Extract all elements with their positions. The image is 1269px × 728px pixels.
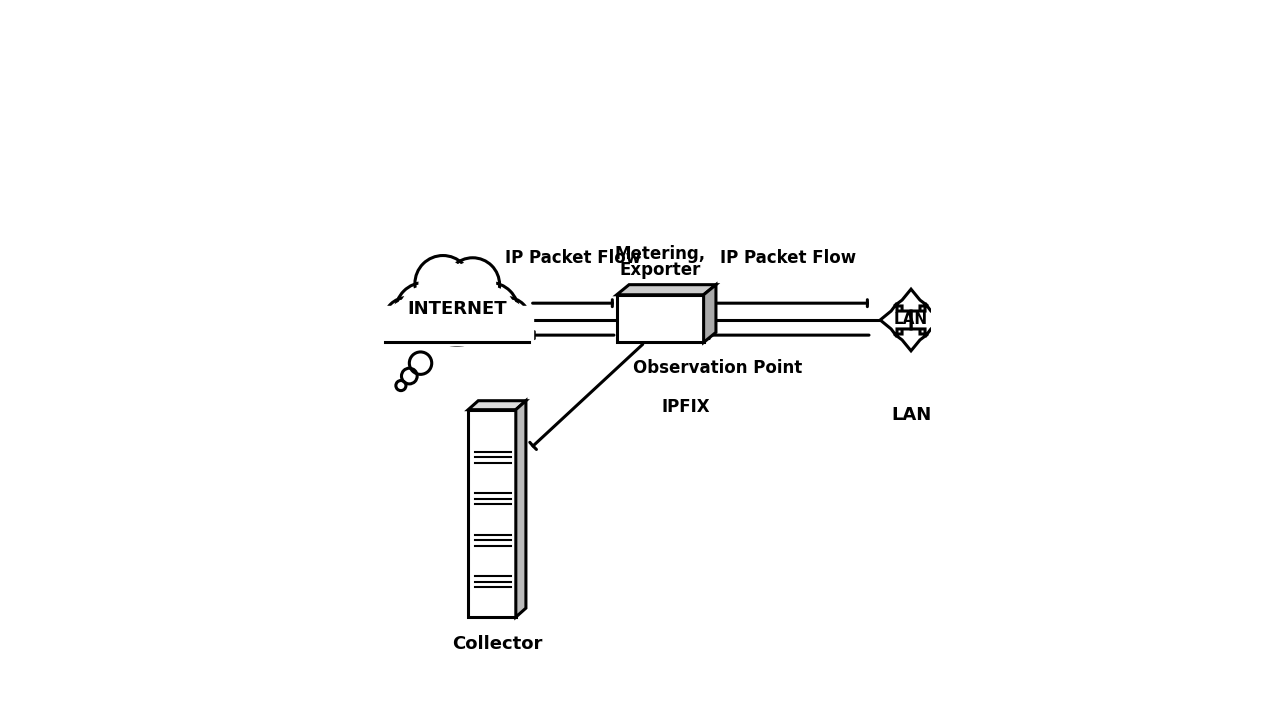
Circle shape bbox=[415, 256, 471, 312]
Circle shape bbox=[424, 272, 490, 339]
Circle shape bbox=[410, 352, 431, 374]
Circle shape bbox=[419, 260, 467, 307]
Polygon shape bbox=[617, 285, 716, 295]
Bar bbox=[468, 410, 515, 617]
Polygon shape bbox=[895, 289, 928, 320]
Circle shape bbox=[489, 301, 527, 339]
Circle shape bbox=[396, 282, 453, 341]
Circle shape bbox=[396, 381, 406, 391]
Text: LAN: LAN bbox=[893, 312, 928, 328]
Polygon shape bbox=[911, 303, 942, 337]
Circle shape bbox=[464, 287, 514, 336]
Text: IP Packet Flow: IP Packet Flow bbox=[720, 249, 855, 267]
Bar bbox=[617, 295, 703, 342]
Bar bbox=[381, 306, 533, 345]
Circle shape bbox=[445, 258, 500, 312]
Text: Metering,: Metering, bbox=[614, 245, 706, 263]
Circle shape bbox=[418, 266, 496, 345]
Polygon shape bbox=[515, 400, 525, 617]
Polygon shape bbox=[895, 320, 928, 351]
Circle shape bbox=[387, 301, 425, 339]
Circle shape bbox=[400, 287, 449, 336]
Text: LAN: LAN bbox=[891, 406, 931, 424]
Text: Exporter: Exporter bbox=[619, 261, 700, 279]
Text: Collector: Collector bbox=[452, 635, 542, 653]
Text: INTERNET: INTERNET bbox=[407, 300, 506, 318]
Polygon shape bbox=[703, 285, 716, 342]
Circle shape bbox=[485, 298, 530, 342]
Text: IPFIX: IPFIX bbox=[661, 398, 711, 416]
Text: IP Packet Flow: IP Packet Flow bbox=[505, 249, 641, 267]
Text: Observation Point: Observation Point bbox=[633, 359, 802, 376]
Circle shape bbox=[461, 282, 519, 341]
Circle shape bbox=[385, 298, 429, 342]
Circle shape bbox=[449, 262, 495, 307]
Circle shape bbox=[401, 368, 418, 384]
Polygon shape bbox=[881, 303, 911, 337]
Polygon shape bbox=[468, 400, 525, 410]
